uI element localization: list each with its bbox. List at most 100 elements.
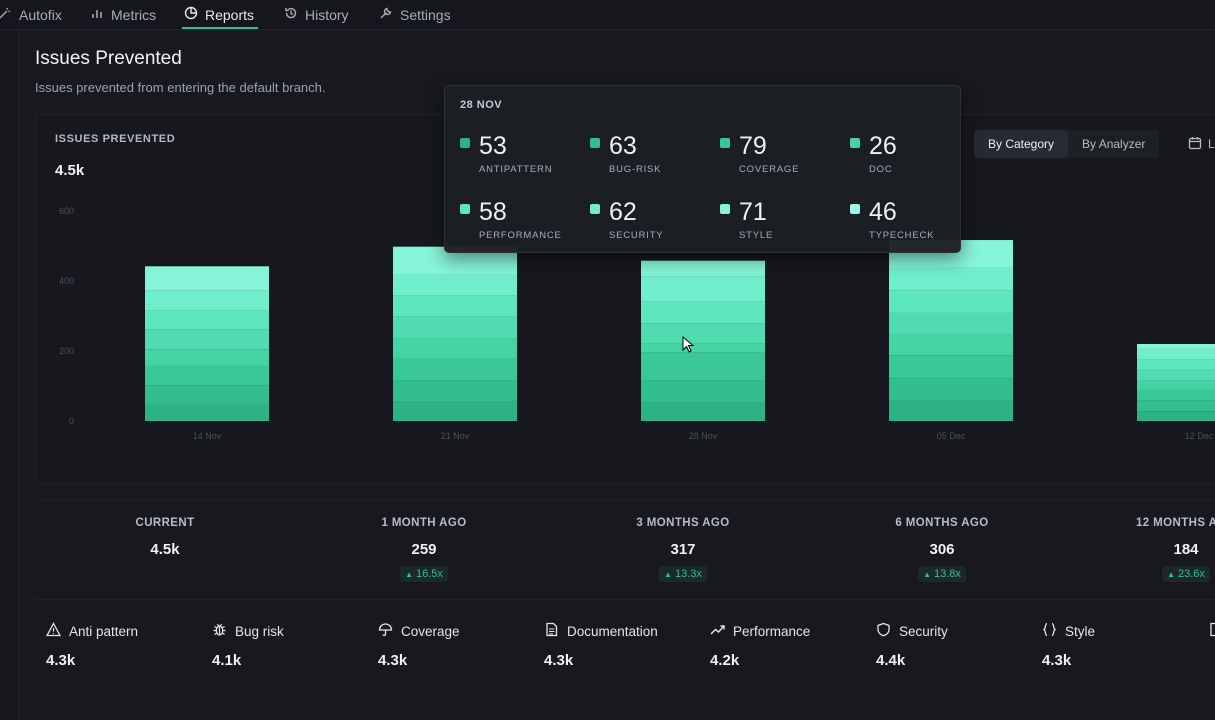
category-label: Documentation [567,623,658,639]
card-label: ISSUES PREVENTED [55,133,176,145]
stat-label: CURRENT [135,517,195,529]
category-summary: Security 4.4k [876,622,1026,669]
bar-segment[interactable] [145,266,269,291]
bar-segment[interactable] [1137,380,1215,390]
bar-segment[interactable] [889,378,1013,400]
growth-badge: ▲ 16.5x [400,566,448,582]
bar-segment[interactable] [145,366,269,386]
legend-swatch [850,204,860,214]
bar-segment[interactable] [145,403,269,422]
tab-history[interactable]: History [284,0,349,28]
bar-segment[interactable] [641,301,765,324]
bar-segment[interactable] [641,343,765,353]
stat-label: 12 MONTHS AGO [1136,517,1215,529]
bar-segment[interactable] [393,316,517,339]
bar-segment[interactable] [145,290,269,311]
category-header: Coverage [378,622,528,640]
stat-value: 306 [929,541,955,558]
bar-segment[interactable] [393,274,517,296]
tab-autofix[interactable]: Autofix [0,0,62,28]
bug-icon [212,622,227,640]
y-tick-label: 600 [59,206,74,216]
tooltip-series-name: BUG-RISK [609,164,662,175]
bar-segment[interactable] [1137,411,1215,421]
bar-segment[interactable] [641,276,765,302]
page-subtitle: Issues prevented from entering the defau… [35,80,326,95]
bar-segment[interactable] [889,290,1013,313]
bar-segment[interactable] [641,402,765,421]
y-tick-label: 400 [59,276,74,286]
growth-value: 13.8x [934,568,961,580]
bar-segment[interactable] [145,329,269,350]
bar-segment[interactable] [1137,348,1215,360]
legend-swatch [590,138,600,148]
tab-history-label: History [305,6,349,23]
bar-segment[interactable] [145,310,269,330]
date-range-button[interactable]: L [1180,130,1215,158]
stat-period: 12 MONTHS AGO 184 ▲23.6x [1086,517,1215,582]
x-tick-label: 28 Nov [689,431,718,441]
bar-segment[interactable] [393,380,517,402]
category-value: 4.1k [212,652,242,669]
by-category-button[interactable]: By Category [974,130,1069,158]
bar-segment[interactable] [1137,400,1215,412]
category-header: Documentation [544,622,694,640]
stat-value: 259 [411,541,437,558]
category-label: Style [1065,623,1096,639]
bar-segment[interactable] [889,334,1013,356]
tooltip-value: 62 [609,198,637,226]
tooltip-value: 53 [479,132,507,160]
bar-segment[interactable] [1137,359,1215,370]
tooltip-item: 53 ANTIPATTERN [460,132,590,186]
bar-segment[interactable] [1137,344,1215,349]
bar-segment[interactable] [1137,389,1215,401]
tooltip-value: 63 [609,132,637,160]
bar-segment[interactable] [145,385,269,404]
bar-segment[interactable] [889,400,1013,421]
bar-segment[interactable] [641,352,765,381]
y-tick-label: 0 [69,416,74,426]
tab-metrics[interactable]: Metrics [90,0,156,28]
bar-segment[interactable] [889,355,1013,379]
bar-segment[interactable] [641,323,765,344]
bar-segment[interactable] [393,401,517,421]
tab-settings[interactable]: Settings [379,0,451,28]
bar-segment[interactable] [145,349,269,367]
tab-reports[interactable]: Reports [181,0,259,29]
tooltip-series-name: PERFORMANCE [479,230,562,241]
category-value: 4.3k [46,652,76,669]
bar-segment[interactable] [889,267,1013,291]
bar-segment[interactable] [641,260,765,277]
page-title: Issues Prevented [35,48,182,69]
y-tick-label: 200 [59,346,74,356]
stat-label: 3 MONTHS AGO [636,517,730,529]
tooltip-item: 62 SECURITY [590,198,720,252]
legend-swatch [850,138,860,148]
bar-segment[interactable] [393,358,517,381]
bar-segment[interactable] [641,380,765,403]
stat-period: 1 MONTH AGO 259 ▲ 16.5x [324,517,524,582]
category-label: Bug risk [235,623,284,639]
legend-swatch [720,204,730,214]
tooltip-item: 63 BUG-RISK [590,132,720,186]
growth-badge: ▲ 23.6x [1162,566,1210,582]
tooltip-value: 79 [739,132,767,160]
tooltip-series-name: SECURITY [609,230,664,241]
bar-segment[interactable] [393,338,517,358]
umbrella-icon [378,622,393,640]
triangle-up-icon: ▲ [923,570,931,579]
category-value: 4.3k [378,652,408,669]
stat-value: 4.5k [150,541,180,558]
stat-value: 317 [670,541,696,558]
tab-settings-label: Settings [400,6,451,23]
growth-badge: ▲ 13.8x [918,566,966,582]
tooltip-value: 58 [479,198,507,226]
growth-value: 13.3x [675,568,702,580]
bar-segment[interactable] [393,295,517,317]
bar-segment[interactable] [889,312,1013,335]
tooltip-item: 79 COVERAGE [720,132,850,186]
bar-segment[interactable] [1137,369,1215,381]
document-icon [544,622,559,640]
by-analyzer-button[interactable]: By Analyzer [1082,137,1146,151]
date-range-label: L [1208,137,1215,151]
